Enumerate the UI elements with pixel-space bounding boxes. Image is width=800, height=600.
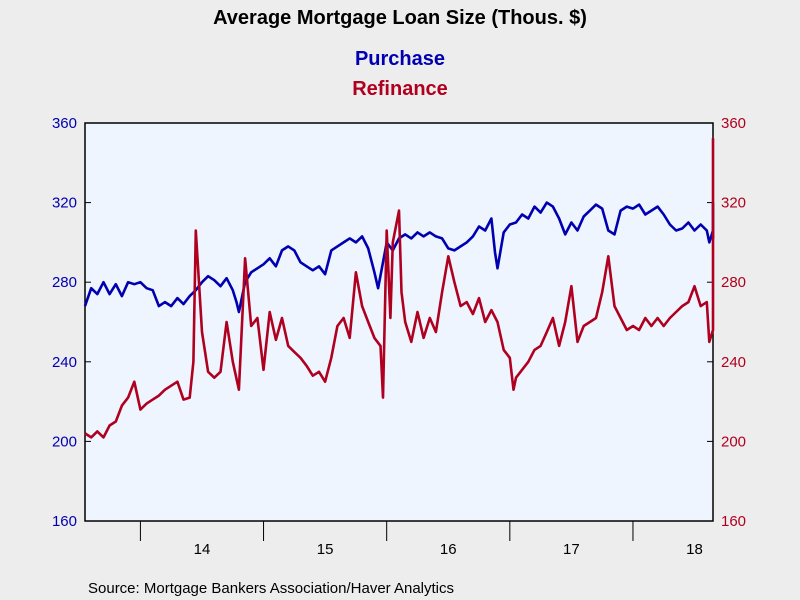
- y-axis-left: 160 200 240 280 320 360: [52, 115, 91, 530]
- x-tick-label: 17: [563, 541, 580, 558]
- x-tick-label: 14: [194, 541, 211, 558]
- source-note: Source: Mortgage Bankers Association/Hav…: [88, 580, 454, 597]
- y-axis-right: 160 200 240 280 320 360: [707, 115, 746, 530]
- y-right-tick-label: 360: [721, 115, 746, 132]
- x-axis: 14 15 16 17 18: [139, 521, 703, 558]
- x-tick-label: 16: [440, 541, 457, 558]
- y-left-tick-label: 320: [52, 195, 77, 212]
- chart-title: Average Mortgage Loan Size (Thous. $): [213, 7, 587, 29]
- x-tick-label: 18: [686, 541, 703, 558]
- y-right-tick-label: 280: [721, 274, 746, 291]
- series-line-refinance: [84, 137, 715, 439]
- y-left-tick-label: 280: [52, 274, 77, 291]
- plot-area: [84, 122, 714, 522]
- y-right-tick-label: 160: [721, 513, 746, 530]
- legend-purchase: Purchase: [355, 48, 445, 70]
- series-layer: [83, 137, 715, 439]
- y-left-tick-label: 160: [52, 513, 77, 530]
- x-tick-label: 15: [317, 541, 334, 558]
- y-left-tick-label: 360: [52, 115, 77, 132]
- y-right-tick-label: 320: [721, 195, 746, 212]
- y-right-tick-label: 240: [721, 354, 746, 371]
- y-right-tick-label: 200: [721, 433, 746, 450]
- y-left-tick-label: 240: [52, 354, 77, 371]
- y-left-tick-label: 200: [52, 433, 77, 450]
- legend-refinance: Refinance: [352, 78, 448, 100]
